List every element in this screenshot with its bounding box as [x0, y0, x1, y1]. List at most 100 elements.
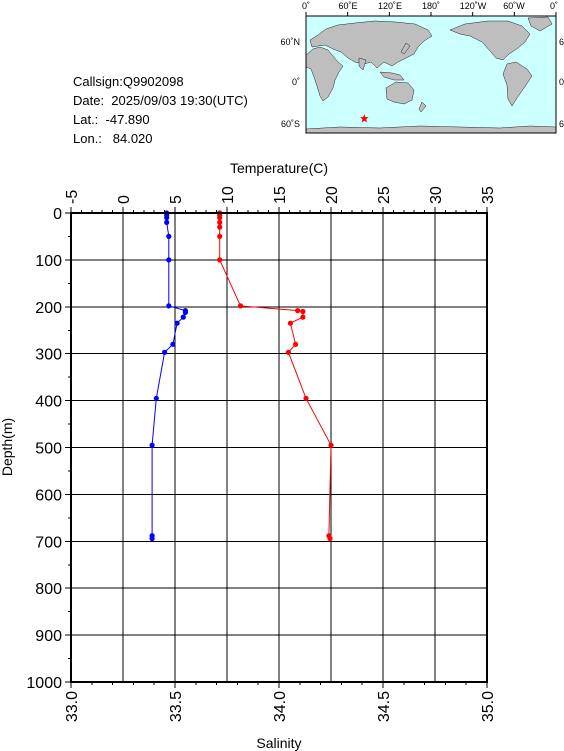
temperature-point — [217, 224, 223, 230]
salinity-point — [166, 303, 172, 309]
depth-tick-label: 900 — [35, 628, 62, 645]
land-indonesia — [379, 71, 405, 81]
depth-tick-label: 100 — [35, 253, 62, 270]
salinity-point — [164, 212, 170, 218]
temperature-tick-label: -5 — [64, 190, 81, 204]
temperature-point — [303, 395, 309, 401]
land-india — [358, 57, 367, 71]
salinity-point — [149, 535, 155, 542]
map-ticks — [305, 12, 557, 16]
salinity-tick-label: 33.5 — [168, 691, 185, 722]
salinity-point — [182, 309, 188, 315]
map-lon-label: 120˚E — [378, 1, 402, 11]
depth-tick-label: 500 — [35, 441, 62, 458]
chart-frame — [70, 212, 488, 683]
temperature-point — [217, 210, 223, 216]
salinity-tick-label: 35.0 — [480, 691, 497, 722]
map-lon-labels: 0˚ 60˚E 120˚E 180˚ 120˚W 60˚W 0˚ — [302, 1, 558, 11]
depth-tick-label: 1000 — [26, 675, 62, 692]
map-lat-labels: 60˚N 0˚ 60˚S — [280, 37, 300, 129]
station-marker-star-icon — [360, 114, 369, 123]
temperature-point — [217, 257, 223, 263]
temperature-tick-label: 20 — [324, 186, 341, 204]
longitude-text: Lon.: 84.020 — [73, 131, 153, 146]
land-greenland — [527, 16, 553, 32]
temperature-line — [219, 213, 332, 539]
land-africa — [306, 46, 344, 102]
map-lat-labels-right: 60˚N 0˚ 60˚S — [559, 37, 564, 129]
depth-tick-labels: 0 100 200 300 400 500 600 700 800 900 1000 — [26, 206, 62, 692]
station-info: Callsign:Q9902098 Date: 2025/09/03 19:30… — [73, 72, 248, 148]
salinity-point — [182, 308, 188, 314]
temperature-tick-label: 25 — [376, 186, 393, 204]
map-lon-label: 0˚ — [302, 1, 310, 11]
map-lat-label: 60˚S — [281, 119, 300, 129]
salinity-point — [164, 219, 170, 225]
temperature-tick-labels: -5 0 5 10 15 20 25 30 35 — [64, 186, 497, 204]
depth-tick-label: 700 — [35, 534, 62, 551]
salinity-line — [151, 213, 186, 539]
salinity-point — [166, 233, 172, 239]
land-north-america — [449, 20, 531, 61]
temperature-point — [327, 535, 333, 542]
temperature-point — [285, 349, 291, 355]
map-lon-label: 60˚W — [503, 1, 525, 11]
depth-tick-label: 200 — [35, 300, 62, 317]
map-lat-label-right: 60˚S — [559, 119, 564, 129]
world-map: 0˚ 60˚E 120˚E 180˚ 120˚W 60˚W 0˚ 60˚N 0˚… — [280, 1, 564, 134]
salinity-point — [149, 533, 155, 539]
map-lon-label: 60˚E — [338, 1, 357, 11]
land-australia — [385, 81, 415, 105]
temperature-tick-label: 15 — [272, 186, 289, 204]
temperature-point — [326, 533, 332, 539]
salinity-axis-label: Salinity — [256, 735, 301, 751]
salinity-point — [149, 442, 155, 448]
date-text: Date: 2025/09/03 19:30(UTC) — [73, 93, 248, 108]
map-lat-label: 0˚ — [292, 77, 300, 87]
salinity-tick-label: 34.0 — [272, 691, 289, 722]
temperature-point — [287, 320, 293, 326]
temperature-point — [293, 341, 299, 347]
chart-minor-ticks — [65, 207, 488, 688]
temperature-tick-label: 10 — [220, 186, 237, 204]
map-lon-label: 0˚ — [550, 1, 558, 11]
salinity-point — [180, 314, 186, 320]
salinity-point — [153, 395, 159, 401]
map-lon-label: 180˚ — [422, 1, 440, 11]
temperature-point — [300, 314, 306, 320]
land-japan — [400, 42, 411, 55]
map-land — [306, 16, 556, 133]
temperature-tick-label: 30 — [428, 186, 445, 204]
depth-tick-label: 800 — [35, 581, 62, 598]
land-new-zealand — [418, 101, 427, 113]
salinity-point — [166, 257, 172, 263]
salinity-point — [170, 341, 176, 347]
temperature-point — [300, 308, 306, 315]
callsign-text: Callsign:Q9902098 — [73, 74, 184, 89]
temperature-tick-label: 35 — [480, 186, 497, 204]
salinity-tick-labels: 33.0 33.5 34.0 34.5 35.0 — [64, 691, 497, 722]
salinity-point — [174, 320, 180, 326]
map-lon-label: 120˚W — [460, 1, 487, 11]
depth-tick-label: 0 — [53, 206, 62, 223]
temperature-axis-label: Temperature(C) — [230, 160, 328, 176]
map-lat-label-right: 60˚N — [559, 37, 564, 47]
salinity-tick-label: 33.0 — [64, 691, 81, 722]
salinity-point — [162, 349, 168, 355]
land-eurasia — [309, 20, 433, 69]
temperature-point — [237, 303, 244, 309]
salinity-point — [164, 215, 170, 221]
depth-tick-label: 400 — [35, 394, 62, 411]
map-lat-label-right: 0˚ — [559, 77, 564, 87]
map-lat-label: 60˚N — [280, 37, 300, 47]
depth-tick-label: 600 — [35, 487, 62, 504]
depth-tick-label: 300 — [35, 347, 62, 364]
temperature-point — [217, 233, 223, 239]
chart-grid — [70, 212, 488, 683]
temperature-point — [217, 219, 223, 225]
temperature-point — [295, 308, 301, 314]
salinity-tick-label: 34.5 — [376, 691, 393, 722]
temperature-point — [217, 215, 223, 221]
land-south-america — [502, 61, 533, 107]
temperature-point — [217, 212, 223, 218]
